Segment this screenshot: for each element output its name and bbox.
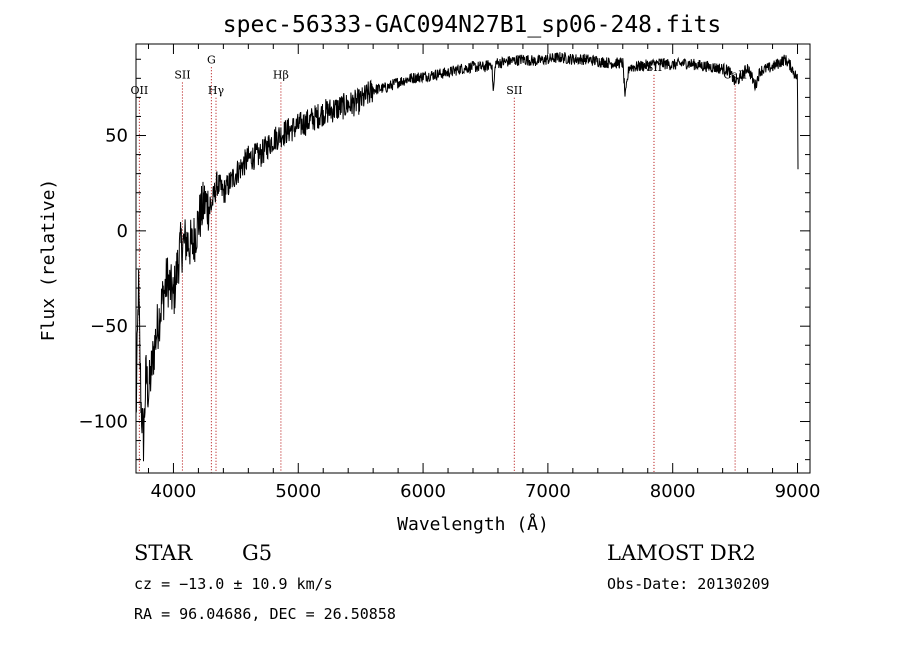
obs-date-text: Obs-Date: 20130209 [607, 575, 770, 593]
spectral-line-label-3: Hγ [208, 84, 225, 97]
x-tick-label: 6000 [400, 481, 446, 502]
chart-title: spec-56333-GAC094N27B1_sp06-248.fits [223, 12, 722, 38]
spectral-line-label-5: SII [506, 84, 522, 97]
object-class: STAR [134, 541, 193, 565]
spectral-line-label-2: G [207, 53, 216, 66]
y-tick-label: 50 [105, 126, 128, 147]
x-tick-label: 8000 [650, 481, 696, 502]
x-tick-label: 4000 [151, 481, 197, 502]
plot-frame [135, 43, 811, 474]
spectrum-line [135, 52, 799, 462]
y-axis-label: Flux (relative) [38, 179, 59, 342]
x-tick-label: 5000 [275, 481, 321, 502]
y-tick-label: −100 [79, 412, 128, 433]
spectral-line-label-1: SII [174, 69, 190, 82]
x-tick-label: 7000 [525, 481, 571, 502]
object-subclass: G5 [242, 541, 272, 565]
spectrum-series [135, 52, 799, 462]
x-axis-label: Wavelength (Å) [397, 513, 549, 535]
coordinates-text: RA = 96.04686, DEC = 26.50858 [134, 605, 396, 623]
axes: 4000 5000 6000 7000 8000 9000 −100 −50 0 50 [79, 43, 821, 502]
y-tick-label: −50 [90, 316, 128, 337]
redshift-text: cz = −13.0 ± 10.9 km/s [134, 575, 333, 593]
spectral-line-label-4: Hβ [273, 69, 289, 82]
y-tick-label: 0 [117, 221, 128, 242]
survey-name: LAMOST DR2 [607, 541, 756, 565]
x-tick-label: 9000 [775, 481, 821, 502]
spectral-line-label-0: OII [131, 84, 149, 97]
